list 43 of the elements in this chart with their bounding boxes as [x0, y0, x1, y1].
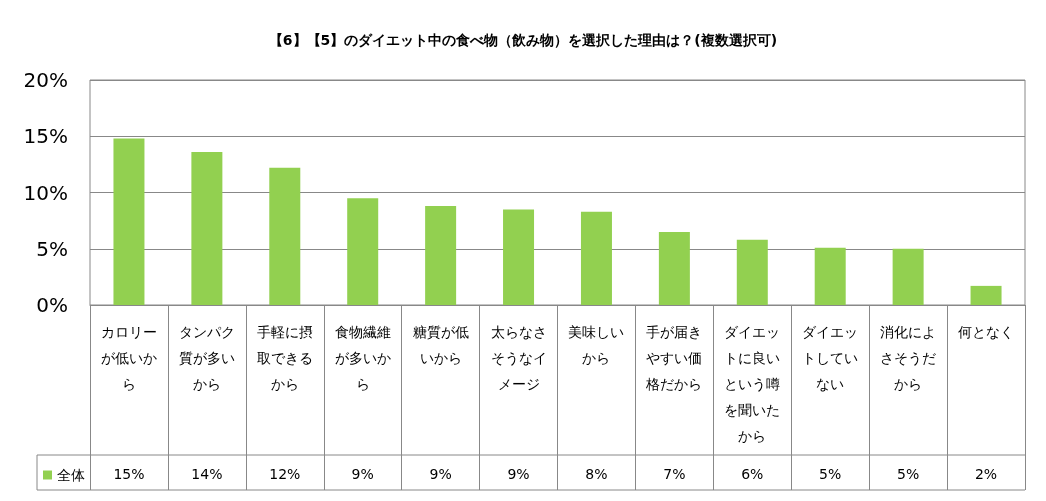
data-label: 7% — [663, 466, 686, 482]
y-tick-label: 20% — [23, 68, 68, 92]
y-tick-label: 0% — [36, 293, 68, 317]
bar — [503, 209, 535, 305]
bar — [191, 152, 223, 305]
data-label: 2% — [974, 466, 998, 482]
chart-title: 【6】【5】のダイエット中の食べ物（飲み物）を選択した理由は？(複数選択可) — [268, 32, 778, 48]
x-tick-label: ダイエットしていない — [802, 324, 859, 392]
x-tick-label: 食物繊維が多いから — [334, 324, 391, 392]
data-label: 9% — [429, 466, 452, 482]
bar — [970, 285, 1002, 305]
data-label: 9% — [507, 466, 530, 482]
bar — [113, 138, 145, 305]
y-tick-label: 15% — [23, 124, 68, 149]
x-tick-label: ダイエットに良いという噂を聞いたから — [724, 324, 781, 444]
data-label: 12% — [269, 466, 301, 482]
data-label: 5% — [819, 466, 842, 482]
y-tick-label: 10% — [23, 180, 68, 205]
bar — [580, 211, 612, 305]
x-tick-label: 手軽に摂取できるから — [256, 324, 313, 392]
x-tick-label: タンパク質が多いから — [178, 324, 235, 392]
bar — [425, 206, 457, 305]
x-tick-label: 糖質が低いから — [412, 324, 469, 366]
bar — [269, 167, 301, 305]
x-tick-label: 消化によさそうだから — [880, 324, 937, 392]
data-label: 14% — [191, 466, 223, 482]
data-label: 15% — [113, 466, 145, 482]
bar — [736, 239, 768, 305]
x-tick-label: 太らなさそうなイメージ — [490, 324, 547, 392]
bar — [658, 231, 690, 305]
data-label: 5% — [897, 466, 920, 482]
y-tick-label: 5% — [36, 236, 68, 261]
data-label: 8% — [585, 466, 608, 482]
x-tick-label: 美味しいから — [568, 324, 625, 366]
data-label: 6% — [741, 466, 764, 482]
legend-label: 全体 — [57, 467, 85, 483]
x-tick-label: カロリーが低いから — [100, 324, 157, 392]
data-label: 9% — [351, 466, 374, 482]
bar — [347, 198, 379, 305]
x-tick-label: 何となく — [958, 324, 1015, 340]
x-tick-label: 手が届きやすい価格だから — [645, 324, 703, 392]
bar — [892, 248, 924, 305]
bar — [814, 247, 846, 305]
